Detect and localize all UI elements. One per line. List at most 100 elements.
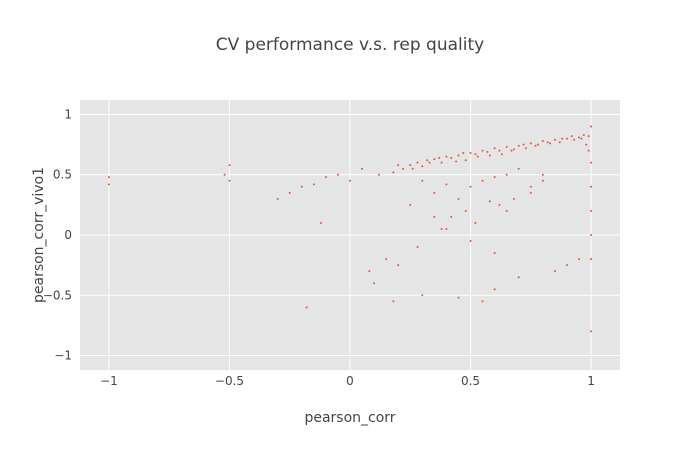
data-point [428,161,431,164]
data-point [529,191,532,194]
data-point [228,164,231,167]
data-point [373,282,376,285]
x-tick-labels: −1 −0.5 0 0.5 1 [100,374,595,388]
data-point [580,137,583,140]
data-point [300,185,303,188]
data-point [553,138,556,141]
data-point [590,209,593,212]
data-point [517,144,520,147]
data-point [522,143,525,146]
data-point [402,167,405,170]
data-point [450,156,453,159]
data-point [426,159,429,162]
data-point [565,264,568,267]
data-point [409,164,412,167]
data-point [223,173,226,176]
data-point [493,252,496,255]
data-point [433,191,436,194]
data-point [445,227,448,230]
x-tick-label: 0 [346,374,354,388]
chart-title: CV performance v.s. rep quality [216,35,484,55]
data-point [377,173,380,176]
data-point [578,258,581,261]
data-point [385,258,388,261]
data-point [469,240,472,243]
data-point [493,147,496,150]
data-point [440,227,443,230]
data-point [228,179,231,182]
data-point [534,144,537,147]
data-point [590,125,593,128]
data-point [464,209,467,212]
data-point [498,203,501,206]
data-point [421,294,424,297]
data-point [462,152,465,155]
data-point [324,176,327,179]
data-point [590,330,593,333]
data-point [488,154,491,157]
data-point [558,141,561,144]
data-point [457,154,460,157]
data-point [288,191,291,194]
x-tick-label: 0.5 [461,374,480,388]
data-point [440,161,443,164]
data-point [476,155,479,158]
data-point [397,264,400,267]
y-tick-label: 0.5 [53,168,72,182]
data-point [500,153,503,156]
data-point [361,167,364,170]
data-point [505,146,508,149]
data-point [455,160,458,163]
data-point [590,185,593,188]
data-point [457,197,460,200]
data-point [336,173,339,176]
y-axis-title: pearson_corr_vivo1 [31,167,47,303]
x-axis-title: pearson_corr [304,410,395,426]
data-point [510,149,513,152]
x-tick-label: −1 [100,374,118,388]
data-point [541,179,544,182]
data-point [276,197,279,200]
y-tick-label: −1 [54,349,72,363]
data-point [411,167,414,170]
data-point [524,147,527,150]
data-point [590,258,593,261]
data-point [392,300,395,303]
data-point [469,185,472,188]
grid-lines [80,100,620,370]
data-point [107,176,110,179]
data-point [493,288,496,291]
y-tick-label: −0.5 [43,288,72,302]
data-point [368,270,371,273]
data-point [517,276,520,279]
data-point [529,185,532,188]
data-point [433,158,436,161]
data-point [488,200,491,203]
data-point [587,135,590,138]
y-tick-label: 1 [64,107,72,121]
data-point [474,221,477,224]
data-point [474,153,477,156]
data-point [546,141,549,144]
data-point [541,139,544,142]
data-point [445,183,448,186]
data-point [549,142,552,145]
data-point [587,149,590,152]
data-point [433,215,436,218]
data-points [107,125,593,333]
data-point [320,221,323,224]
data-point [397,164,400,167]
data-point [498,149,501,152]
data-point [585,143,588,146]
data-point [505,173,508,176]
data-point [107,183,110,186]
data-point [517,167,520,170]
data-point [481,179,484,182]
data-point [349,179,351,182]
data-point [493,176,496,179]
data-point [450,215,453,218]
data-point [486,150,489,153]
x-tick-label: 1 [587,374,595,388]
data-point [512,148,515,151]
data-point [416,246,419,249]
